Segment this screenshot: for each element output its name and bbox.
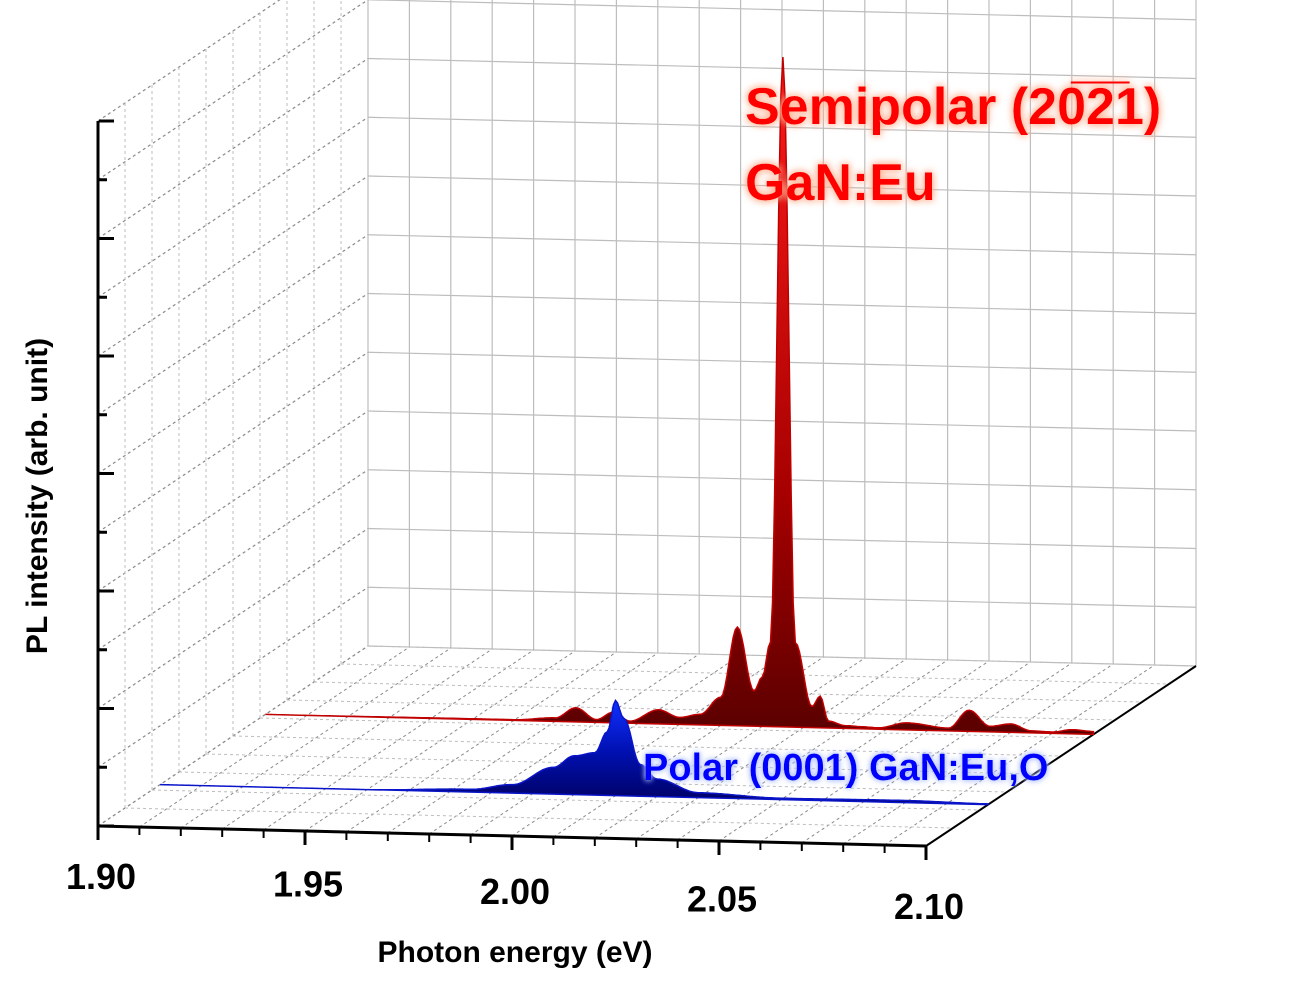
grid-line <box>263 649 534 831</box>
y-axis-title: PL intensity (arb. unit) <box>21 338 54 654</box>
grid-line <box>124 807 954 829</box>
x-tick-label: 1.90 <box>66 856 136 897</box>
grid-line <box>232 735 1062 757</box>
series-label-polar: Polar (0001) GaN:Eu,O <box>643 747 1048 789</box>
series-semipolar-area <box>265 57 1095 736</box>
grid-line <box>221 648 493 830</box>
series-label-semipolar-line-2: GaN:Eu <box>745 154 936 212</box>
series-label-semipolar-line-1: Semipolar (20̅2̅1) <box>745 78 1161 136</box>
grid-line <box>97 234 369 416</box>
grid-line <box>594 657 866 839</box>
depth-axis-line <box>925 665 1197 847</box>
axes: 1.90 1.95 2.00 2.05 2.10 <box>66 119 1197 927</box>
x-axis-title: Photon energy (eV) <box>377 936 652 969</box>
grid-line <box>97 528 369 709</box>
grid-line <box>635 658 907 840</box>
x-tick-label: 1.95 <box>273 864 343 905</box>
grid-line <box>677 659 948 841</box>
series-labels: Semipolar (20̅2̅1) GaN:Eu Polar (0001) G… <box>643 78 1161 789</box>
x-tick-label: 2.00 <box>480 871 550 912</box>
grid-line <box>718 660 990 842</box>
x-tick-label: 2.10 <box>894 886 964 927</box>
grid-line <box>340 663 1170 685</box>
series-polar-area <box>160 698 989 806</box>
grid-line <box>97 0 369 181</box>
grid-line <box>180 647 452 829</box>
grid-line <box>151 789 981 811</box>
grid-line <box>97 351 369 533</box>
grid-line <box>139 646 410 828</box>
grid-line <box>304 650 576 832</box>
grid-line <box>367 0 1197 21</box>
grid-line <box>97 0 281 122</box>
x-tick-label: 2.05 <box>687 879 757 920</box>
grid-line <box>97 586 369 768</box>
series-area <box>160 57 1095 806</box>
grid-line <box>259 717 1089 739</box>
grid-line <box>97 293 369 474</box>
grid-line <box>97 58 369 239</box>
